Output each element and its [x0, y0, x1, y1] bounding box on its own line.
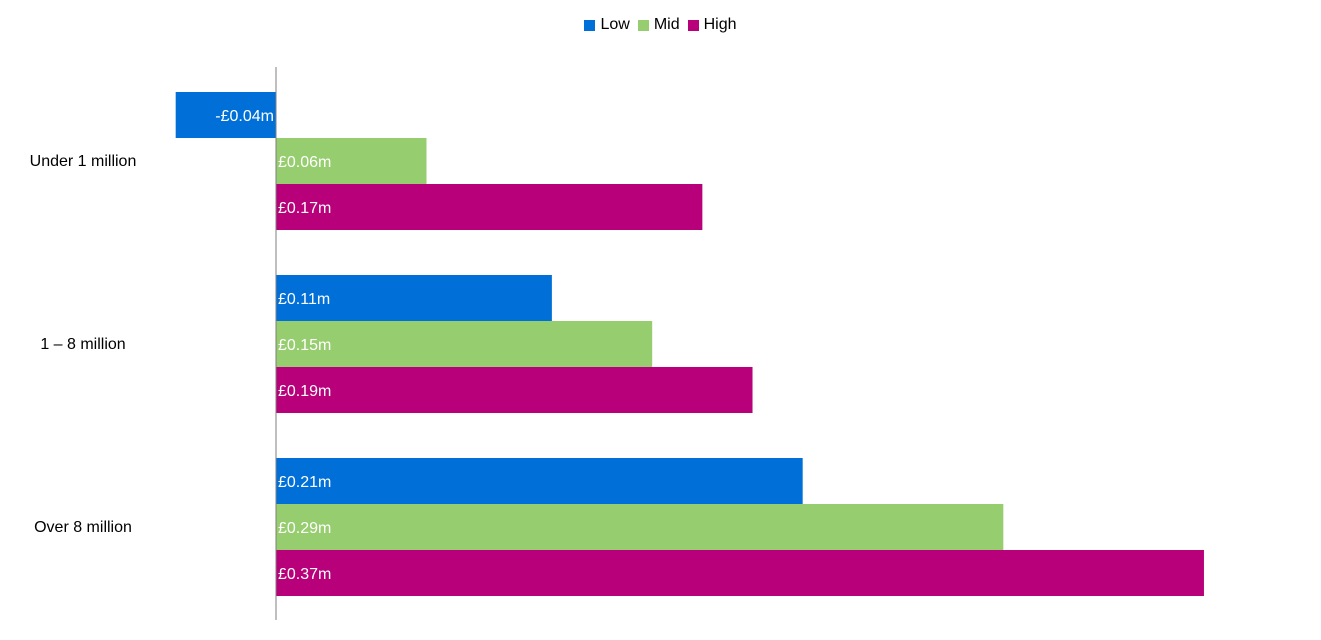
data-label: £0.21m [278, 474, 331, 491]
bar-high [276, 550, 1204, 596]
bar-low [175, 92, 276, 138]
legend-item-low: Low [584, 16, 630, 34]
data-label: £0.06m [278, 154, 331, 171]
category-label: Over 8 million [34, 519, 132, 536]
legend-label-mid: Mid [653, 16, 680, 33]
data-label: £0.15m [278, 337, 331, 354]
legend-label-high: High [703, 16, 737, 33]
data-label: £0.29m [278, 520, 331, 537]
bar-high [276, 184, 703, 230]
data-label: £0.19m [278, 383, 331, 400]
data-label: £0.11m [278, 291, 330, 308]
data-label: £0.37m [278, 566, 331, 583]
legend-swatch-high [687, 19, 699, 31]
legend-item-mid: Mid [637, 16, 680, 34]
legend: Low Mid High [0, 16, 1321, 34]
category-label: Under 1 million [30, 153, 137, 170]
bar-low [276, 275, 552, 321]
legend-label-low: Low [600, 16, 630, 33]
bar-mid [276, 504, 1004, 550]
bar-low [276, 458, 803, 504]
bar-mid [276, 138, 427, 184]
category-label: 1 – 8 million [40, 336, 125, 353]
data-label: -£0.04m [215, 108, 274, 125]
legend-swatch-mid [637, 19, 649, 31]
bar-high [276, 367, 753, 413]
legend-item-high: High [687, 16, 737, 34]
data-label: £0.17m [278, 200, 331, 217]
legend-swatch-low [584, 19, 596, 31]
bar-mid [276, 321, 653, 367]
